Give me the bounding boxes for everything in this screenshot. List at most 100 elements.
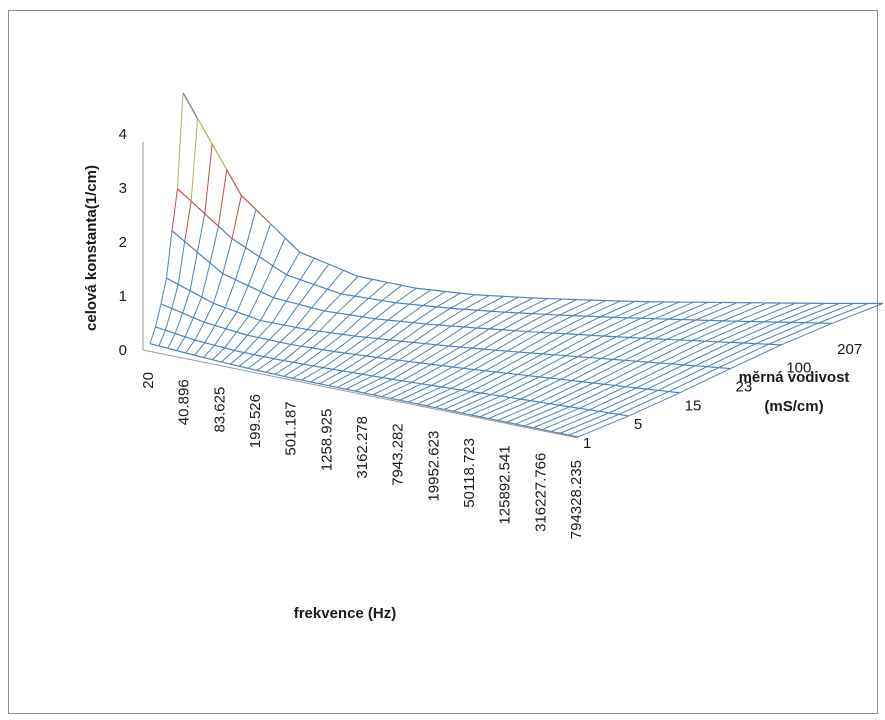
surface-column-line: [390, 383, 422, 399]
surface-row-line: [612, 358, 625, 361]
surface-row-line: [368, 297, 383, 302]
surface-row-line: [582, 381, 594, 384]
surface-row-line: [647, 388, 659, 391]
surface-column-line: [381, 381, 413, 398]
surface-column-line: [582, 359, 625, 383]
surface-column-line: [258, 223, 271, 257]
surface-column-line: [268, 324, 285, 341]
surface-column-line: [704, 321, 751, 342]
surface-column-line: [431, 367, 464, 386]
surface-row-line: [554, 354, 567, 357]
surface-row-line: [399, 399, 409, 403]
chart-frame: [8, 10, 878, 714]
surface-column-line: [603, 317, 642, 337]
surface-column-line: [474, 350, 508, 370]
surface-column-line: [706, 343, 757, 368]
frequency-tick-label: 20: [140, 372, 157, 389]
surface-column-line: [560, 358, 602, 380]
surface-row-line: [328, 384, 338, 389]
surface-row-line: [381, 299, 396, 304]
surface-row-line: [270, 223, 286, 239]
surface-column-line: [730, 321, 778, 343]
surface-row-line: [307, 329, 320, 332]
surface-column-line: [559, 383, 605, 406]
surface-column-line: [299, 257, 315, 280]
surface-column-line: [480, 373, 518, 394]
surface-row-line: [506, 421, 516, 425]
surface-row-line: [286, 300, 300, 305]
surface-row-line: [312, 347, 324, 351]
surface-row-line: [510, 397, 521, 400]
surface-row-line: [589, 356, 602, 360]
surface-row-line: [372, 375, 383, 379]
surface-column-line: [497, 401, 541, 421]
surface-row-line: [166, 277, 179, 285]
surface-row-line: [263, 356, 274, 360]
surface-column-line: [263, 341, 281, 358]
surface-row-line: [518, 312, 533, 315]
surface-column-line: [463, 349, 496, 369]
surface-column-line: [539, 381, 583, 403]
surface-row-line: [533, 427, 543, 431]
surface-column-line: [614, 362, 661, 386]
surface-column-line: [586, 300, 621, 317]
surface-column-line: [381, 284, 403, 301]
surface-row-line: [344, 352, 356, 356]
surface-row-line: [668, 390, 680, 394]
surface-column-line: [507, 331, 541, 352]
surface-row-line: [577, 356, 590, 359]
surface-row-line: [212, 359, 222, 363]
surface-column-line: [265, 360, 284, 373]
surface-row-line: [545, 313, 560, 316]
surface-row-line: [485, 370, 497, 373]
surface-column-line: [476, 311, 506, 329]
surface-row-line: [706, 366, 719, 369]
surface-column-line: [657, 366, 708, 391]
conductivity-tick-label: 15: [685, 397, 702, 414]
surface-column-line: [301, 330, 320, 347]
surface-row-line: [506, 372, 518, 376]
surface-column-line: [274, 361, 294, 375]
surface-row-line: [560, 378, 572, 382]
surface-row-line: [265, 371, 275, 375]
surface-row-line: [452, 366, 464, 369]
surface-column-line: [310, 368, 334, 383]
surface-row-line: [504, 311, 519, 314]
surface-column-line: [182, 290, 191, 314]
surface-column-line: [441, 369, 475, 388]
surface-column-line: [444, 392, 482, 410]
surface-column-line: [185, 339, 196, 354]
surface-column-line: [510, 377, 551, 399]
surface-row-line: [313, 365, 324, 369]
surface-column-line: [542, 334, 579, 355]
surface-column-line: [506, 353, 543, 374]
surface-row-line: [300, 279, 315, 285]
surface-column-line: [234, 247, 247, 280]
surface-row-line: [256, 369, 267, 373]
z-axis-title-line-1: měrná vodivost: [739, 369, 850, 386]
surface-row-line: [559, 404, 570, 408]
surface-row-line: [641, 337, 655, 340]
surface-column-line: [589, 387, 637, 411]
surface-column-line: [681, 301, 723, 321]
surface-column-line: [430, 346, 461, 365]
surface-row-line: [231, 238, 247, 249]
value-tick-label: 1: [119, 288, 127, 305]
surface-row-line: [247, 334, 259, 339]
surface-column-line: [323, 293, 342, 312]
surface-column-line: [160, 277, 167, 304]
surface-column-line: [490, 296, 519, 312]
surface-row-line: [400, 320, 414, 324]
surface-row-line: [248, 315, 261, 322]
surface-column-line: [450, 294, 475, 309]
surface-row-line: [240, 194, 257, 211]
surface-column-line: [436, 326, 465, 346]
surface-column-line: [283, 363, 304, 377]
surface-column-line: [636, 339, 680, 362]
surface-column-line: [342, 355, 367, 372]
surface-column-line: [176, 336, 186, 351]
surface-column-line: [342, 316, 363, 335]
surface-column-line: [679, 368, 731, 394]
surface-column-line: [579, 386, 626, 409]
surface-row-line: [363, 392, 374, 396]
